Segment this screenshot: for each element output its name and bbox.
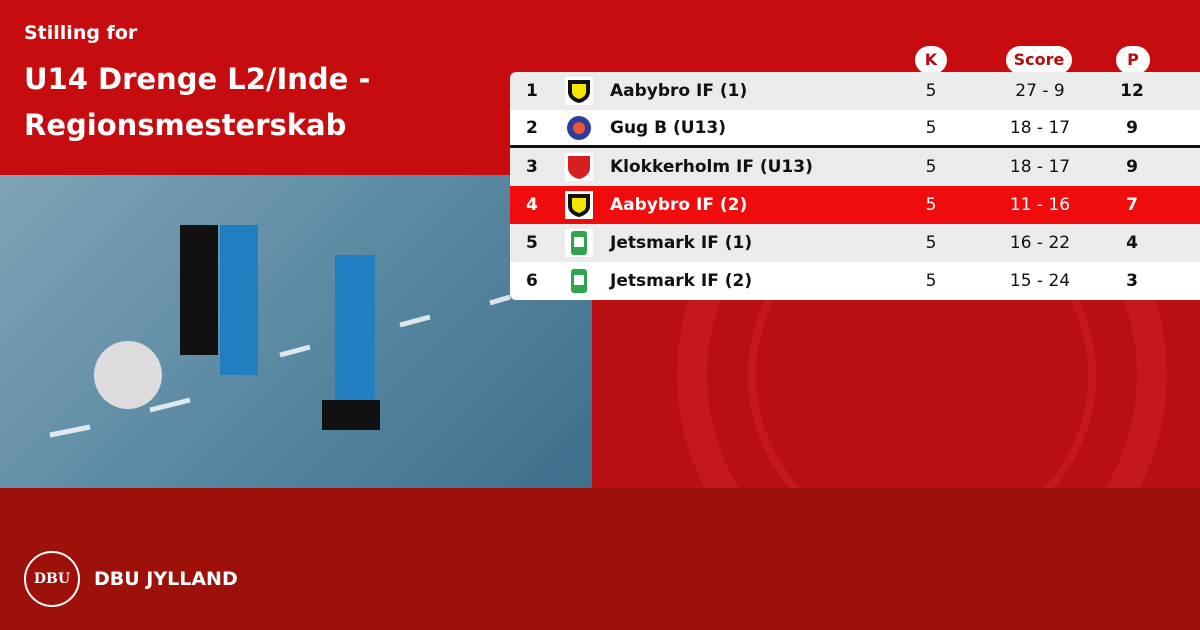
team-name: Aabybro IF (2) — [610, 195, 748, 215]
dbu-seal-logo: DBU — [24, 551, 80, 607]
games-played: 5 — [925, 81, 937, 101]
page-subtitle: Stilling for — [24, 22, 138, 44]
position: 3 — [526, 157, 538, 177]
position: 4 — [526, 195, 538, 215]
score: 16 - 22 — [1009, 233, 1071, 253]
jetsmark-crest-icon — [565, 229, 593, 257]
points: 9 — [1126, 157, 1138, 177]
position: 2 — [526, 117, 538, 138]
team-name: Aabybro IF (1) — [610, 81, 748, 101]
table-row[interactable]: 4 Aabybro IF (2) 5 11 - 16 7 — [510, 186, 1200, 224]
column-header-k: K — [915, 46, 947, 74]
points: 7 — [1126, 195, 1138, 215]
points: 12 — [1120, 81, 1144, 101]
games-played: 5 — [925, 271, 937, 291]
team-name: Gug B (U13) — [610, 117, 727, 138]
points: 4 — [1126, 233, 1138, 253]
score: 18 - 17 — [1009, 157, 1071, 177]
brand-name: DBU JYLLAND — [94, 568, 238, 590]
column-header-score: Score — [1006, 46, 1072, 74]
jetsmark-crest-icon — [565, 267, 593, 295]
table-row[interactable]: 2 Gug B (U13) 5 18 - 17 9 — [510, 110, 1200, 148]
score: 18 - 17 — [1009, 117, 1071, 138]
points: 3 — [1126, 271, 1138, 291]
position: 5 — [526, 233, 538, 253]
footer-band — [0, 488, 1200, 630]
table-row[interactable]: 6 Jetsmark IF (2) 5 15 - 24 3 — [510, 262, 1200, 300]
team-name: Jetsmark IF (1) — [610, 233, 753, 253]
games-played: 5 — [925, 233, 937, 253]
position: 6 — [526, 271, 538, 291]
table-row[interactable]: 5 Jetsmark IF (1) 5 16 - 22 4 — [510, 224, 1200, 262]
team-name: Jetsmark IF (2) — [610, 271, 753, 291]
page-title: U14 Drenge L2/Inde - Regionsmesterskab — [24, 62, 371, 142]
games-played: 5 — [925, 117, 937, 138]
points: 9 — [1126, 117, 1138, 138]
score: 15 - 24 — [1009, 271, 1071, 291]
kif-crest-icon — [565, 153, 593, 181]
table-row[interactable]: 3 Klokkerholm IF (U13) 5 18 - 17 9 — [510, 148, 1200, 186]
games-played: 5 — [925, 157, 937, 177]
aabybro-crest-icon — [565, 77, 593, 105]
futsal-photo — [0, 175, 592, 488]
gug-crest-icon — [565, 113, 593, 142]
team-name: Klokkerholm IF (U13) — [610, 157, 813, 177]
column-header-p: P — [1116, 46, 1150, 74]
position: 1 — [526, 81, 538, 101]
games-played: 5 — [925, 195, 937, 215]
table-row[interactable]: 1 Aabybro IF (1) 5 27 - 9 12 — [510, 72, 1200, 110]
score: 27 - 9 — [1015, 81, 1065, 101]
score: 11 - 16 — [1009, 195, 1071, 215]
standings-table: 1 Aabybro IF (1) 5 27 - 9 12 2 Gug B (U13) 5 18 … — [510, 72, 1200, 300]
aabybro-crest-icon — [565, 191, 593, 219]
